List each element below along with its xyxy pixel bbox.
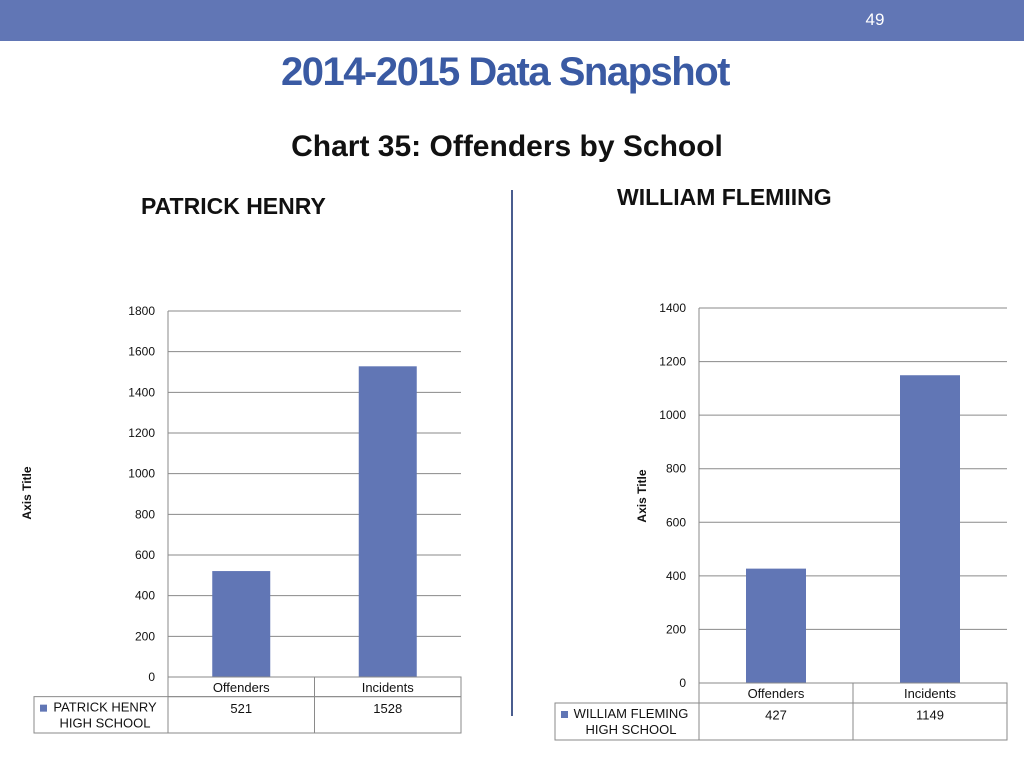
y-tick-label: 1200 — [659, 355, 686, 369]
y-tick-label: 800 — [135, 507, 155, 521]
y-tick-label: 600 — [666, 515, 686, 529]
y-tick-label: 600 — [135, 548, 155, 562]
data-value: 1528 — [373, 701, 402, 716]
y-tick-label: 1200 — [128, 426, 155, 440]
legend-key — [40, 704, 47, 712]
page-number: 49 — [865, 10, 885, 29]
y-tick-label: 1000 — [128, 467, 155, 481]
y-tick-label: 200 — [135, 629, 155, 643]
y-tick-label: 1400 — [659, 301, 686, 315]
data-value: 1149 — [916, 708, 944, 723]
y-tick-label: 0 — [679, 676, 686, 690]
y-tick-label: 1800 — [128, 304, 155, 318]
legend-label-line1: PATRICK HENRY — [53, 700, 157, 715]
legend-key — [561, 711, 568, 718]
y-tick-label: 200 — [666, 622, 686, 636]
school-label-patrick-henry: PATRICK HENRY — [141, 193, 326, 219]
y-axis-title: Axis Title — [20, 466, 34, 519]
legend-label-line2: HIGH SCHOOL — [585, 722, 676, 737]
school-label-william-fleming: WILLIAM FLEMIING — [617, 184, 832, 210]
y-tick-label: 1000 — [659, 408, 686, 422]
y-tick-label: 400 — [666, 569, 686, 583]
chart-heading: Chart 35: Offenders by School — [291, 130, 723, 163]
category-label: Incidents — [904, 686, 957, 701]
chart-divider — [511, 190, 513, 716]
y-tick-label: 0 — [148, 670, 155, 684]
y-tick-label: 1400 — [128, 385, 155, 399]
bar-incidents — [358, 366, 417, 677]
header-bar — [0, 0, 1024, 41]
y-tick-label: 400 — [135, 589, 155, 603]
slide-title: 2014-2015 Data Snapshot — [281, 50, 730, 94]
data-value: 427 — [765, 708, 787, 723]
category-label: Offenders — [213, 680, 270, 695]
bar-offenders — [746, 568, 806, 683]
y-tick-label: 800 — [666, 462, 686, 476]
category-label: Offenders — [748, 686, 805, 701]
y-tick-label: 1600 — [128, 345, 155, 359]
data-value: 521 — [230, 701, 252, 716]
y-axis-title: Axis Title — [635, 469, 649, 522]
legend-label-line1: WILLIAM FLEMING — [574, 706, 689, 721]
bar-offenders — [212, 571, 271, 677]
legend-label-line2: HIGH SCHOOL — [59, 716, 150, 731]
bar-incidents — [900, 375, 960, 683]
category-label: Incidents — [362, 680, 415, 695]
